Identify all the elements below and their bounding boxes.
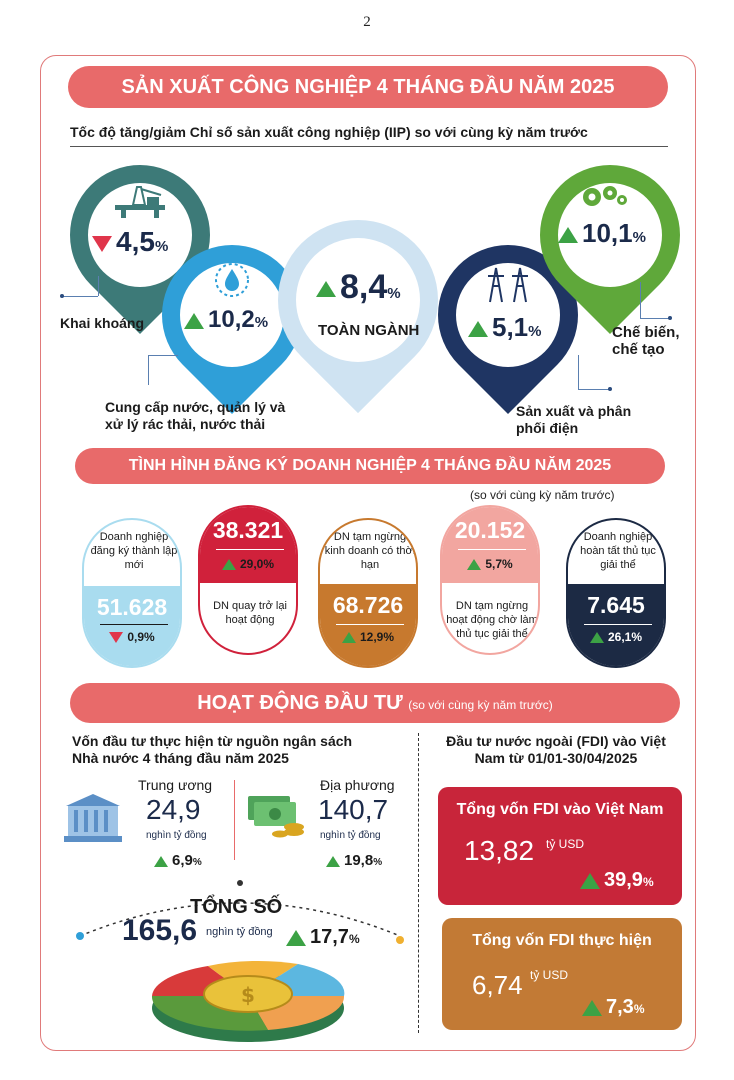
new-enterprises-value: 51.628 (96, 594, 168, 620)
money-icon (244, 790, 310, 845)
total-iip-label: TOÀN NGÀNH (318, 322, 420, 339)
water-drop-icon (214, 262, 250, 303)
central-unit: nghìn tỷ đồng (146, 830, 207, 841)
suspended-pct: 12,9% (320, 630, 416, 644)
up-arrow-icon (154, 855, 168, 867)
electricity-label: Sản xuất và phân phối điện (516, 403, 632, 436)
up-arrow-icon (316, 281, 336, 298)
fdi-disbursed-label: Tổng vốn FDI thực hiện (472, 932, 652, 949)
dissolved-label: Doanh nghiệp hoàn tất thủ tục giải thể (580, 531, 656, 571)
manufacturing-value: 10,1% (558, 218, 646, 249)
pill-returning-enterprises: 38.321 29,0% DN quay trở lại hoạt động (198, 505, 298, 655)
section-industry-title: SẢN XUẤT CÔNG NGHIỆP 4 THÁNG ĐẦU NĂM 202… (68, 66, 668, 108)
section-investment-title: HOẠT ĐỘNG ĐẦU TƯ (so với cùng kỳ năm trư… (70, 683, 680, 723)
central-label: Trung ương (138, 777, 213, 793)
total-pct: 17,7% (286, 926, 360, 949)
coin-pie-icon: $ (148, 952, 348, 1049)
up-arrow-icon (326, 855, 340, 867)
fdi-disbursed-box: Tổng vốn FDI thực hiện 6,74 tỷ USD 7,3% (442, 918, 682, 1030)
water-value: 10,2% (184, 306, 268, 334)
fdi-registered-value: 13,82 (464, 835, 535, 866)
pill-suspended-enterprises: DN tạm ngừng kinh doanh có thời hạn 68.7… (318, 518, 418, 668)
local-label: Địa phương (320, 777, 395, 793)
pending-dissolution-label: DN tạm ngừng hoạt động chờ làm thủ tục g… (446, 600, 538, 640)
water-label: Cung cấp nước, quản lý và xử lý rác thải… (105, 399, 286, 432)
state-building-icon (60, 792, 126, 851)
mining-label: Khai khoáng (60, 315, 145, 331)
pill-pending-dissolution: 20.152 5,7% DN tạm ngừng hoạt động chờ l… (440, 505, 540, 655)
up-arrow-icon (286, 929, 306, 946)
divider (70, 146, 668, 147)
iip-subtitle: Tốc độ tăng/giảm Chỉ số sản xuất công ng… (70, 124, 588, 140)
dissolved-pct: 26,1% (568, 630, 664, 644)
new-enterprises-pct: 0,9% (84, 630, 180, 644)
returning-value: 38.321 (212, 517, 284, 543)
pending-dissolution-pct: 5,7% (442, 557, 538, 571)
down-arrow-icon (92, 235, 112, 252)
electricity-value: 5,1% (468, 312, 542, 343)
up-arrow-icon (184, 312, 204, 329)
fdi-registered-unit: tỷ USD (546, 837, 585, 851)
local-value: 140,7 (318, 794, 389, 825)
dissolved-value: 7.645 (587, 592, 645, 618)
suspended-value: 68.726 (332, 592, 404, 618)
fdi-registered-label: Tổng vốn FDI vào Việt Nam (456, 801, 664, 818)
up-arrow-icon (341, 632, 356, 644)
fdi-disbursed-value: 6,74 (472, 970, 523, 1000)
up-arrow-icon (221, 559, 236, 571)
up-arrow-icon (589, 632, 604, 644)
up-arrow-icon (582, 999, 602, 1016)
column-divider (418, 733, 419, 1033)
up-arrow-icon (468, 321, 488, 338)
section-enterprise-title: TÌNH HÌNH ĐĂNG KÝ DOANH NGHIỆP 4 THÁNG Đ… (75, 448, 665, 484)
power-tower-icon (484, 264, 532, 309)
comparison-note: (so với cùng kỳ năm trước) (470, 488, 615, 502)
fdi-registered-pct: 39,9% (580, 869, 654, 892)
total-value: 165,6 (122, 914, 198, 947)
page-number: 2 (363, 14, 371, 30)
central-value: 24,9 (146, 794, 201, 825)
fdi-heading: Đầu tư nước ngoài (FDI) vào Việt Nam từ … (446, 733, 666, 766)
budget-heading: Vốn đầu tư thực hiện từ nguồn ngân sách … (72, 733, 353, 766)
down-arrow-icon (109, 632, 124, 644)
pill-dissolved-enterprises: Doanh nghiệp hoàn tất thủ tục giải thể 7… (566, 518, 666, 668)
oil-rig-icon (109, 185, 171, 224)
total-unit: nghìn tỷ đồng (206, 926, 273, 938)
gears-icon (580, 182, 630, 217)
up-arrow-icon (558, 227, 578, 244)
returning-pct: 29,0% (200, 557, 296, 571)
suspended-label: DN tạm ngừng kinh doanh có thời hạn (324, 531, 416, 571)
central-pct: 6,9% (154, 852, 202, 869)
up-arrow-icon (467, 559, 482, 571)
dotted-arc (70, 880, 410, 955)
svg-text:$: $ (241, 983, 255, 1007)
returning-label: DN quay trở lại hoạt động (213, 600, 287, 626)
total-iip-value: 8,4% (316, 268, 401, 307)
mining-value: 4,5% (92, 226, 168, 258)
up-arrow-icon (580, 872, 600, 889)
pill-new-enterprises: Doanh nghiệp đăng ký thành lập mới 51.62… (82, 518, 182, 668)
manufacturing-label: Chế biến, chế tạo (612, 324, 680, 358)
fdi-disbursed-pct: 7,3% (582, 996, 644, 1019)
page-frame (40, 55, 696, 1051)
pending-dissolution-value: 20.152 (454, 517, 526, 543)
new-enterprises-label: Doanh nghiệp đăng ký thành lập mới (90, 531, 178, 571)
fdi-registered-box: Tổng vốn FDI vào Việt Nam 13,82 tỷ USD 3… (438, 787, 682, 905)
total-label: TỔNG SỐ (190, 896, 283, 918)
local-pct: 19,8% (326, 852, 382, 869)
local-unit: nghìn tỷ đồng (320, 830, 381, 841)
fdi-disbursed-unit: tỷ USD (530, 968, 569, 982)
